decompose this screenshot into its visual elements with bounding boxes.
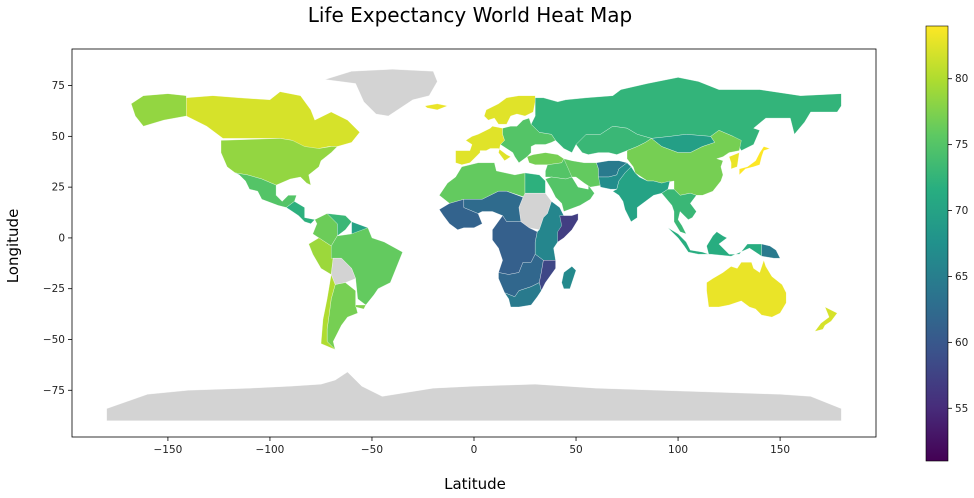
region-scandinavia <box>484 95 536 125</box>
y-tick-label: −25 <box>43 283 65 295</box>
region-venezuela <box>326 213 352 237</box>
colorbar-tick-label: 60 <box>955 337 968 349</box>
region-south-africa <box>504 282 542 308</box>
region-japan <box>739 146 771 176</box>
x-tick-label: 150 <box>770 444 790 456</box>
x-tick-label: 50 <box>569 444 582 456</box>
region-central-america <box>286 201 316 224</box>
y-tick-label: 50 <box>52 131 65 143</box>
region-australia <box>706 259 787 318</box>
colorbar-tick-label: 80 <box>955 73 968 85</box>
region-indonesia <box>667 227 762 257</box>
region-west-africa <box>439 199 483 230</box>
colorbar <box>925 25 949 462</box>
colorbar-tick-label: 65 <box>955 271 968 283</box>
region-iceland <box>424 103 449 111</box>
map-regions <box>106 69 842 421</box>
region-saudi-arabia <box>545 176 595 212</box>
region-papua-new-guinea <box>761 243 781 259</box>
colorbar-ticks: 55 60 65 70 75 80 <box>948 73 968 415</box>
region-southeast-asia <box>661 189 697 235</box>
region-western-europe <box>455 126 511 165</box>
y-tick-label: 0 <box>58 232 65 244</box>
chart-title: Life Expectancy World Heat Map <box>308 3 633 27</box>
region-madagascar <box>561 266 577 289</box>
colorbar-tick-label: 55 <box>955 403 968 415</box>
region-mozambique <box>539 260 556 292</box>
x-tick-label: −150 <box>153 444 182 456</box>
x-tick-label: 100 <box>668 444 688 456</box>
region-antarctica <box>106 371 842 421</box>
region-canada <box>186 91 360 153</box>
y-axis-ticks: 75 50 25 0 −25 −50 −75 <box>43 80 72 397</box>
region-egypt <box>524 172 546 194</box>
colorbar-tick-label: 70 <box>955 205 968 217</box>
region-chile <box>320 273 336 350</box>
y-tick-label: −50 <box>43 334 65 346</box>
x-tick-label: −50 <box>361 444 383 456</box>
region-greenland <box>324 69 438 117</box>
y-axis-label: Longitude <box>4 209 22 284</box>
x-tick-label: 0 <box>471 444 478 456</box>
region-new-zealand <box>814 306 838 332</box>
x-axis-label: Latitude <box>444 475 506 493</box>
region-alaska <box>131 93 187 127</box>
region-eastern-europe <box>500 117 556 164</box>
region-china <box>626 130 742 196</box>
colorbar-tick-label: 75 <box>955 139 968 151</box>
x-axis-ticks: −150 −100 −50 0 50 100 150 <box>153 437 790 456</box>
region-turkey <box>526 152 564 165</box>
region-uruguay <box>355 304 367 310</box>
y-tick-label: 25 <box>52 182 65 194</box>
region-korea <box>728 152 740 170</box>
x-tick-label: −100 <box>256 444 285 456</box>
region-somalia <box>557 213 579 243</box>
y-tick-label: 75 <box>52 80 65 92</box>
y-tick-label: −75 <box>43 385 65 397</box>
